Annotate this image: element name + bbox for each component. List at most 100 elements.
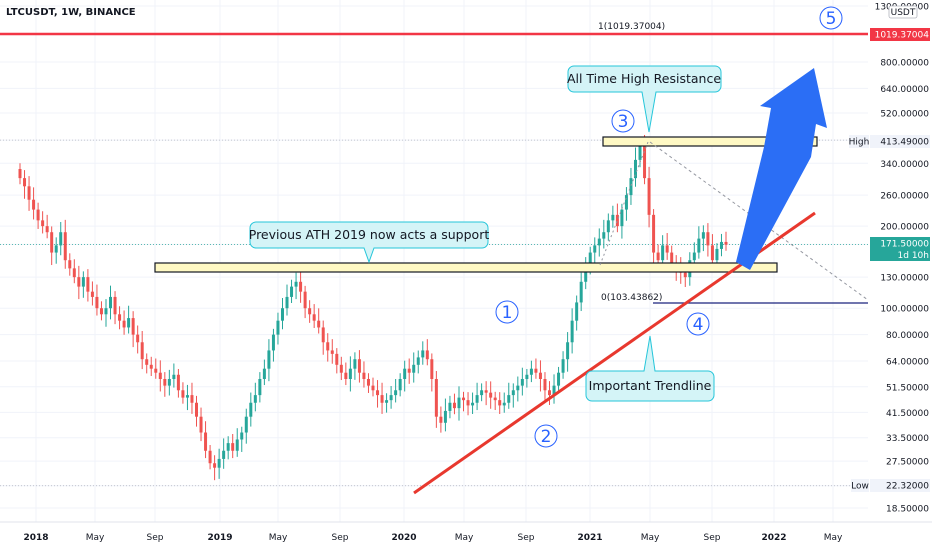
candle-body bbox=[710, 245, 714, 261]
candle-body bbox=[561, 359, 565, 373]
trendline-text: Important Trendline bbox=[589, 378, 712, 393]
candle-body bbox=[163, 378, 167, 386]
candle-body bbox=[290, 286, 294, 297]
candle-body bbox=[543, 378, 547, 391]
trendline-callout: Important Trendline bbox=[585, 335, 715, 402]
time-tick-label: Sep bbox=[518, 533, 535, 543]
candle-body bbox=[489, 392, 493, 398]
candle-body bbox=[416, 357, 420, 365]
candle-body bbox=[593, 245, 597, 253]
candle-body bbox=[376, 390, 380, 396]
candle-body bbox=[353, 359, 357, 369]
candle-body bbox=[113, 296, 117, 315]
candle-body bbox=[525, 374, 529, 379]
candle-body bbox=[185, 395, 189, 398]
time-axis[interactable]: 2018 May Sep 2019 May Sep 2020 May Sep 2021 May Sep… bbox=[0, 521, 932, 550]
candle-body bbox=[167, 378, 171, 386]
price-tick-label: 200.00000 bbox=[880, 223, 929, 233]
candle-body bbox=[398, 378, 402, 391]
candle-body bbox=[145, 359, 149, 365]
ath-resistance-callout: All Time High Resistance bbox=[567, 65, 722, 133]
candle-body bbox=[32, 199, 36, 210]
candle-body bbox=[176, 374, 180, 391]
candle-body bbox=[195, 402, 198, 417]
candle-body bbox=[285, 296, 289, 309]
candle-body bbox=[724, 241, 728, 245]
candle-body bbox=[86, 277, 90, 292]
svg-text:High: High bbox=[849, 138, 870, 148]
candle-body bbox=[172, 374, 176, 379]
candle-body bbox=[493, 397, 497, 401]
candle-body bbox=[149, 364, 153, 369]
price-tick-label: 260.00000 bbox=[880, 192, 929, 202]
candle-body bbox=[566, 342, 570, 360]
candle-body bbox=[588, 252, 592, 269]
candle-body bbox=[50, 232, 54, 253]
candle-body bbox=[217, 458, 221, 468]
candle-body bbox=[63, 232, 67, 261]
currency-badge[interactable]: USDT bbox=[888, 5, 918, 19]
candle-body bbox=[643, 144, 647, 179]
candle-body bbox=[706, 232, 710, 246]
high-price-tag bbox=[870, 135, 930, 148]
candle-body bbox=[235, 439, 239, 451]
candle-body bbox=[249, 402, 253, 417]
candle-body bbox=[262, 368, 266, 379]
svg-text:4: 4 bbox=[693, 315, 704, 335]
candle-body bbox=[579, 281, 583, 303]
candle-body bbox=[475, 395, 479, 403]
candle-body bbox=[204, 432, 208, 451]
price-tick-label: 33.50000 bbox=[886, 434, 929, 444]
wave-dashed-line bbox=[599, 141, 649, 266]
wave-4-label: 4 bbox=[686, 312, 710, 336]
candle-body bbox=[339, 364, 343, 373]
candle-body bbox=[443, 410, 447, 423]
ath-resistance-text: All Time High Resistance bbox=[567, 71, 721, 86]
candle-body bbox=[222, 450, 226, 459]
candle-body bbox=[516, 385, 520, 391]
candle-body bbox=[665, 245, 669, 253]
candle-body bbox=[362, 372, 366, 379]
candle-body bbox=[118, 314, 122, 321]
candle-body bbox=[81, 277, 85, 287]
chart-drawings: 1(1019.37004) 0(103.43862) All Time High… bbox=[0, 6, 869, 495]
time-tick-label: 2020 bbox=[391, 533, 416, 543]
candle-body bbox=[606, 220, 610, 233]
svg-text:1d 10h: 1d 10h bbox=[898, 251, 929, 261]
candle-body bbox=[90, 291, 94, 297]
time-tick-label: May bbox=[824, 533, 843, 543]
candle-body bbox=[498, 400, 502, 406]
price-tick-label: 64.00000 bbox=[886, 358, 929, 368]
svg-text:1019.37004: 1019.37004 bbox=[875, 31, 930, 41]
candle-body bbox=[557, 372, 561, 386]
candle-body bbox=[335, 353, 339, 365]
candle-body bbox=[344, 372, 348, 379]
time-tick-label: 2022 bbox=[761, 533, 786, 543]
ath-zone bbox=[602, 136, 818, 147]
price-tick-label: 80.00000 bbox=[886, 331, 929, 341]
candle-body bbox=[471, 402, 475, 406]
candle-body bbox=[670, 252, 674, 265]
time-tick-label: 2021 bbox=[577, 533, 602, 543]
time-tick-label: May bbox=[455, 533, 474, 543]
price-tick-label: 41.50000 bbox=[886, 409, 929, 419]
last-price-tag bbox=[870, 237, 930, 261]
candle-body bbox=[502, 402, 506, 406]
candle-body bbox=[448, 402, 452, 411]
time-tick-label: May bbox=[86, 533, 105, 543]
candle-body bbox=[548, 390, 551, 396]
candle-body bbox=[312, 314, 316, 321]
candle-body bbox=[697, 238, 701, 253]
candle-body bbox=[615, 214, 619, 227]
candle-body bbox=[276, 320, 280, 335]
candle-body bbox=[140, 342, 144, 360]
price-tick-label: 27.50000 bbox=[886, 458, 929, 468]
candle-body bbox=[59, 232, 63, 246]
low-price-tag bbox=[870, 479, 930, 492]
candle-body bbox=[213, 463, 217, 468]
candle-body bbox=[552, 385, 556, 396]
candle-body bbox=[602, 232, 606, 239]
wave-3-label: 3 bbox=[611, 109, 635, 133]
fib-level-0-label: 0(103.43862) bbox=[601, 293, 662, 303]
